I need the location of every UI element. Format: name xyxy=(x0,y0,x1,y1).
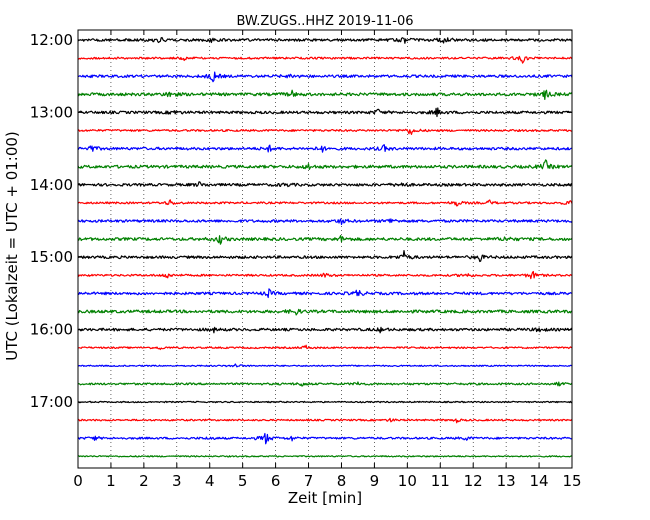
x-tick-label: 13 xyxy=(497,472,516,490)
trace-line xyxy=(77,288,572,299)
x-tick-label: 6 xyxy=(271,472,281,490)
y-tick-label: 12:00 xyxy=(30,31,73,49)
trace-line xyxy=(77,308,573,316)
y-tick-label: 17:00 xyxy=(30,393,73,411)
trace-line xyxy=(77,181,573,188)
x-tick-label: 4 xyxy=(205,472,215,490)
x-axis-label: Zeit [min] xyxy=(288,489,362,507)
trace-line xyxy=(77,89,573,100)
x-tick-label: 14 xyxy=(530,472,549,490)
x-tick-label: 1 xyxy=(106,472,116,490)
trace-line xyxy=(77,455,573,458)
y-tick-label: 16:00 xyxy=(30,321,73,339)
x-tick-label: 12 xyxy=(464,472,483,490)
trace-line xyxy=(77,218,573,226)
x-tick-label: 5 xyxy=(238,472,248,490)
x-tick-label: 10 xyxy=(398,472,417,490)
x-tick-label: 8 xyxy=(337,472,347,490)
chart-title: BW.ZUGS..HHZ 2019-11-06 xyxy=(236,14,413,29)
x-tick-label: 2 xyxy=(139,472,149,490)
trace-line xyxy=(77,71,573,83)
x-tick-label: 3 xyxy=(172,472,182,490)
y-tick-label: 13:00 xyxy=(30,103,73,121)
x-tick-label: 7 xyxy=(304,472,314,490)
trace-line xyxy=(77,326,573,334)
trace-line xyxy=(77,344,573,351)
trace-line xyxy=(77,199,573,207)
y-axis-label: UTC (Lokalzeit = UTC + 01:00) xyxy=(3,131,21,361)
trace-line xyxy=(77,36,573,44)
trace-line xyxy=(77,250,573,263)
x-tick-label: 0 xyxy=(73,472,83,490)
trace-line xyxy=(77,159,573,170)
trace-line xyxy=(77,400,573,404)
trace-line xyxy=(77,381,573,387)
trace-line xyxy=(77,417,573,424)
x-tick-label: 11 xyxy=(431,472,450,490)
trace-line xyxy=(77,128,572,135)
x-tick-label: 9 xyxy=(370,472,380,490)
x-tick-label: 15 xyxy=(562,472,581,490)
trace-group xyxy=(77,36,573,458)
trace-line xyxy=(77,270,573,280)
trace-line xyxy=(77,363,573,368)
axis-ticks: 0 1 2 3 4 5 6 7 8 9 10 11 12 13 14 1512:0013:0014:0015:… xyxy=(30,30,582,490)
trace-line xyxy=(77,107,573,118)
trace-line xyxy=(77,432,573,445)
plot-frame xyxy=(77,29,573,469)
y-tick-label: 15:00 xyxy=(30,248,73,266)
trace-line xyxy=(77,235,573,245)
trace-line xyxy=(77,55,573,64)
trace-line xyxy=(77,144,573,153)
y-tick-label: 14:00 xyxy=(30,176,73,194)
